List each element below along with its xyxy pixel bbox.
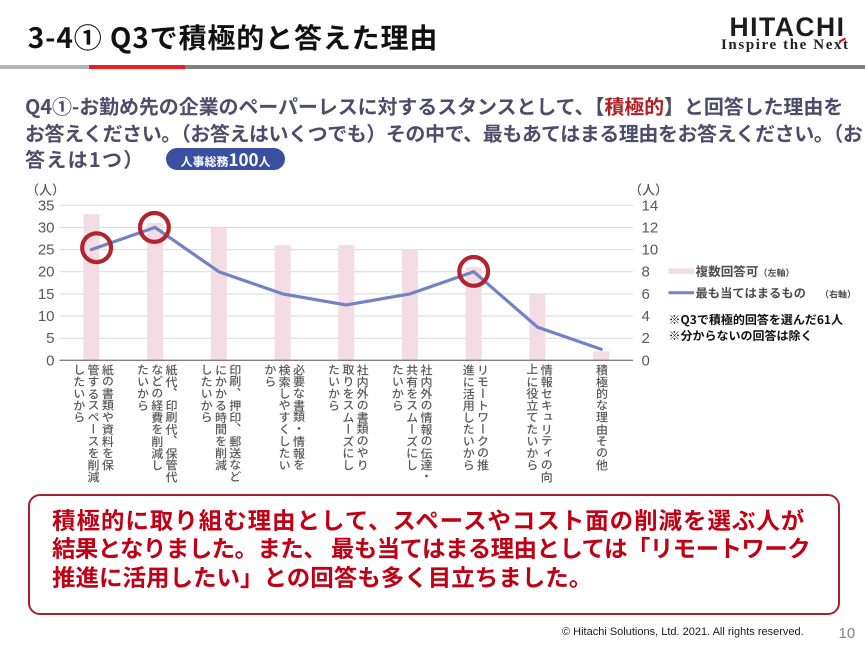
- svg-text:15: 15: [38, 286, 55, 303]
- svg-text:2: 2: [642, 330, 650, 347]
- svg-text:※分からないの回答は除く: ※分からないの回答は除く: [669, 327, 813, 344]
- svg-text:（人）: （人）: [629, 180, 668, 199]
- svg-text:4: 4: [642, 308, 650, 325]
- svg-text:5: 5: [46, 330, 54, 347]
- svg-text:30: 30: [38, 219, 55, 236]
- svg-text:0: 0: [46, 352, 54, 369]
- svg-text:12: 12: [642, 219, 659, 236]
- svg-text:※Q3で積極的回答を選んだ61人: ※Q3で積極的回答を選んだ61人: [669, 311, 843, 328]
- svg-text:25: 25: [38, 242, 55, 259]
- svg-text:8: 8: [642, 264, 650, 281]
- svg-text:（右軸）: （右軸）: [820, 288, 856, 301]
- svg-text:10: 10: [38, 308, 55, 325]
- svg-text:10: 10: [642, 242, 659, 259]
- svg-text:6: 6: [642, 286, 650, 303]
- svg-text:35: 35: [38, 197, 55, 214]
- svg-text:14: 14: [642, 197, 659, 214]
- svg-text:20: 20: [38, 264, 55, 281]
- svg-text:複数回答可（左軸）: 複数回答可（左軸）: [696, 261, 795, 280]
- svg-text:0: 0: [642, 352, 650, 369]
- svg-text:最も当てはまるもの: 最も当てはまるもの: [696, 284, 806, 302]
- svg-text:（人）: （人）: [26, 180, 65, 199]
